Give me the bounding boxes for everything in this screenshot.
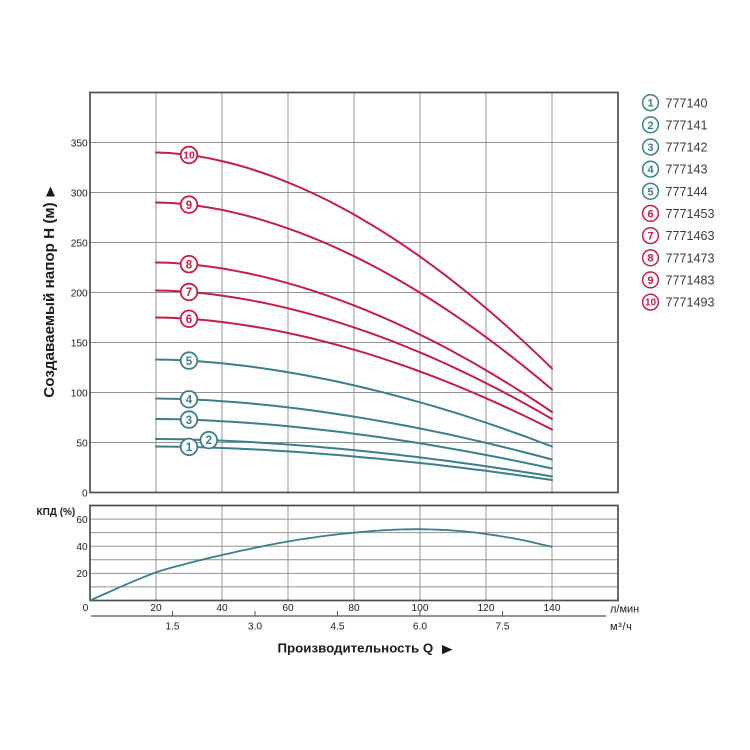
svg-text:4.5: 4.5: [330, 622, 344, 633]
svg-text:10: 10: [183, 151, 195, 162]
svg-text:777142: 777142: [666, 141, 708, 155]
svg-text:777144: 777144: [666, 185, 708, 199]
svg-text:7771453: 7771453: [666, 207, 715, 221]
svg-text:8: 8: [647, 253, 653, 265]
svg-text:4: 4: [186, 394, 193, 406]
svg-text:0: 0: [83, 603, 89, 614]
svg-text:50: 50: [76, 438, 88, 449]
svg-text:4: 4: [647, 164, 654, 176]
svg-text:8: 8: [186, 259, 193, 271]
svg-text:м³/ч: м³/ч: [610, 621, 632, 633]
svg-text:5: 5: [186, 356, 193, 368]
svg-text:7: 7: [647, 231, 653, 243]
svg-text:1: 1: [186, 442, 193, 454]
svg-text:60: 60: [76, 515, 88, 526]
svg-text:1: 1: [647, 98, 653, 110]
svg-text:2: 2: [206, 435, 212, 447]
svg-text:60: 60: [282, 603, 294, 614]
svg-text:Производительность Q: Производительность Q: [278, 641, 434, 656]
svg-text:9: 9: [647, 275, 653, 287]
svg-text:40: 40: [216, 603, 228, 614]
svg-text:777140: 777140: [666, 96, 708, 110]
svg-text:777141: 777141: [666, 118, 708, 132]
svg-text:7: 7: [186, 287, 192, 299]
svg-text:6: 6: [647, 208, 653, 220]
svg-text:150: 150: [71, 338, 88, 349]
svg-text:2: 2: [647, 120, 653, 132]
svg-text:1.5: 1.5: [165, 622, 179, 633]
svg-text:120: 120: [478, 603, 495, 614]
svg-text:777143: 777143: [666, 163, 708, 177]
svg-text:Создаваемый напор Н (м): Создаваемый напор Н (м): [41, 202, 58, 397]
svg-text:350: 350: [71, 138, 88, 149]
svg-text:7771463: 7771463: [666, 229, 715, 243]
svg-text:3: 3: [186, 415, 192, 427]
svg-text:КПД (%): КПД (%): [37, 507, 76, 518]
svg-text:7771473: 7771473: [666, 251, 715, 265]
svg-text:7.5: 7.5: [495, 622, 509, 633]
svg-text:250: 250: [71, 238, 88, 249]
svg-text:6.0: 6.0: [413, 622, 427, 633]
svg-text:40: 40: [76, 542, 88, 553]
svg-text:20: 20: [150, 603, 162, 614]
svg-text:20: 20: [76, 569, 88, 580]
svg-text:100: 100: [412, 603, 429, 614]
svg-text:10: 10: [645, 298, 657, 309]
svg-text:100: 100: [71, 388, 88, 399]
svg-text:0: 0: [82, 488, 88, 499]
svg-text:140: 140: [544, 603, 561, 614]
svg-text:7771493: 7771493: [666, 296, 715, 310]
svg-text:200: 200: [71, 288, 88, 299]
svg-text:7771483: 7771483: [666, 274, 715, 288]
svg-text:9: 9: [186, 200, 192, 212]
svg-text:80: 80: [348, 603, 360, 614]
svg-text:6: 6: [186, 314, 192, 326]
svg-text:3.0: 3.0: [248, 622, 262, 633]
svg-text:3: 3: [647, 142, 653, 154]
svg-text:5: 5: [647, 186, 653, 198]
svg-text:л/мин: л/мин: [610, 604, 639, 616]
svg-text:300: 300: [71, 188, 88, 199]
